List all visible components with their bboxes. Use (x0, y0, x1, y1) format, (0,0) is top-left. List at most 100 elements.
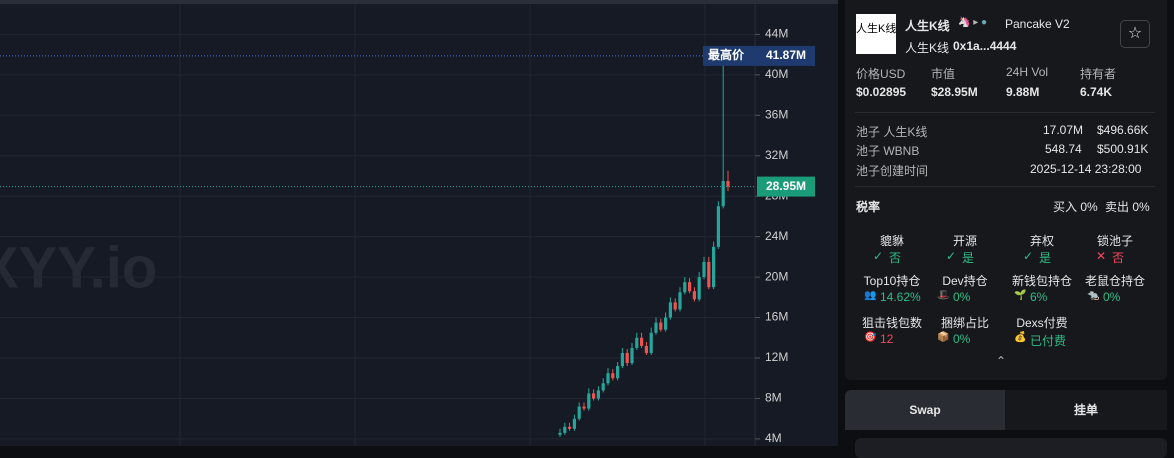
pool-amount: 548.74 (1045, 142, 1082, 156)
created-value: 2025-12-14 23:28:00 (1030, 162, 1142, 176)
candle-body (712, 246, 716, 288)
tax-sell: 卖出 0% (1105, 200, 1150, 214)
check-icon: ✓ (873, 249, 884, 263)
candle-body (659, 322, 663, 330)
candle-body (644, 345, 648, 353)
holding-label: 狙击钱包数 (861, 316, 922, 330)
divider (855, 112, 1155, 113)
candle-body (640, 337, 644, 346)
holding-icon: 🐀 (1087, 290, 1100, 301)
holding-value: 14.62% (880, 290, 921, 304)
holding-label: Dexs付费 (1016, 316, 1068, 330)
check-label: 锁池子 (1096, 234, 1133, 248)
pool-usd: $500.91K (1097, 142, 1149, 156)
y-tick-label: 16M (765, 310, 788, 324)
y-tick-label: 36M (765, 107, 788, 121)
holding-icon: 🎯 (864, 332, 877, 343)
tab-limit[interactable]: 挂单 (1005, 390, 1167, 430)
collapse-icon[interactable]: ⌃ (996, 354, 1007, 368)
holding-value: 已付费 (1030, 334, 1067, 348)
holding-label: 新钱包持仓 (1011, 274, 1072, 288)
pool-amount: 17.07M (1043, 123, 1084, 137)
y-tick-label: 24M (765, 229, 788, 243)
high-label: 最高价 (708, 47, 745, 62)
favorite-button[interactable]: ☆ (1120, 20, 1150, 48)
y-tick-label: 8M (765, 391, 782, 405)
candle-body (620, 352, 624, 367)
stat-label: 24H Vol (1006, 65, 1049, 79)
candle-body (673, 302, 677, 310)
candle-body (616, 366, 620, 379)
chart: XYY.io 4M8M12M16M20M24M28M32M36M40M44M最高… (0, 0, 838, 446)
candle-body (558, 432, 562, 435)
y-tick-label: 4M (765, 431, 782, 445)
candle-body (683, 282, 687, 293)
watermark: XYY.io (0, 235, 157, 300)
high-box (703, 45, 815, 66)
token-logo: 人生K线 (856, 14, 896, 54)
holding-icon: 🌱 (1014, 290, 1027, 301)
check-icon: ✓ (1023, 249, 1034, 263)
tab-swap[interactable]: Swap (845, 390, 1005, 430)
created-label: 池子创建时间 (856, 164, 929, 178)
candle-body (697, 277, 701, 300)
last-box (757, 176, 815, 197)
v-grid (179, 4, 706, 446)
pool-label: 池子 WBNB (856, 144, 920, 158)
candle-body (692, 291, 696, 300)
candle-body (630, 347, 634, 364)
check-value: 是 (1039, 251, 1052, 265)
candle-body (654, 322, 658, 333)
dex-name: Pancake V2 (1005, 17, 1070, 31)
candle-body (563, 426, 567, 433)
y-tick-label: 20M (765, 269, 788, 283)
holding-value: 0% (1103, 290, 1121, 304)
holding-label: 老鼠仓持仓 (1084, 274, 1145, 288)
swap-box (855, 438, 1167, 458)
high-value: 41.87M (766, 48, 806, 62)
y-tick-label: 32M (765, 148, 788, 162)
candle-body (635, 337, 639, 348)
candle-body (702, 261, 706, 278)
holding-icon: 🎩 (937, 290, 950, 301)
check-icon: ✕ (1096, 249, 1107, 263)
holding-icon: 💰 (1014, 332, 1027, 343)
pool-usd: $496.66K (1097, 123, 1149, 137)
token-symbol: 人生K线 (905, 41, 950, 55)
holding-label: 捆绑占比 (940, 316, 989, 330)
candle-body (649, 332, 653, 353)
candle-body (707, 261, 711, 288)
candle-body (668, 302, 672, 318)
candle-body (716, 206, 720, 247)
holding-label: Dev持仓 (942, 274, 988, 288)
candle-body (601, 383, 605, 391)
holding-icon: 👥 (864, 290, 877, 301)
candle-body (582, 406, 586, 409)
candle-body (587, 393, 591, 409)
check-value: 是 (962, 251, 975, 265)
pool-label: 池子 人生K线 (856, 125, 928, 139)
tax-buy: 买入 0% (1053, 200, 1098, 214)
candle-body (678, 292, 682, 310)
y-tick-label: 40M (765, 67, 788, 81)
holding-value: 0% (953, 332, 971, 346)
candle-body (606, 373, 610, 384)
stat-label: 持有者 (1080, 67, 1117, 81)
candle-body (592, 393, 596, 399)
holding-value: 12 (880, 332, 894, 346)
holding-value: 0% (953, 290, 971, 304)
divider (855, 186, 1155, 187)
candle-body (572, 418, 576, 429)
check-label: 貔貅 (879, 234, 904, 248)
chart-bg (0, 0, 838, 446)
holding-value: 6% (1030, 290, 1048, 304)
candle-body (688, 282, 692, 292)
check-value: 否 (889, 251, 902, 265)
stat-value: 6.74K (1080, 85, 1113, 99)
check-label: 弃权 (1029, 234, 1054, 248)
holding-icon: 📦 (937, 332, 950, 343)
top-bar (0, 0, 838, 4)
token-address[interactable]: 0x1a...4444 (953, 39, 1017, 53)
check-label: 开源 (952, 234, 977, 248)
candle-body (611, 373, 615, 379)
